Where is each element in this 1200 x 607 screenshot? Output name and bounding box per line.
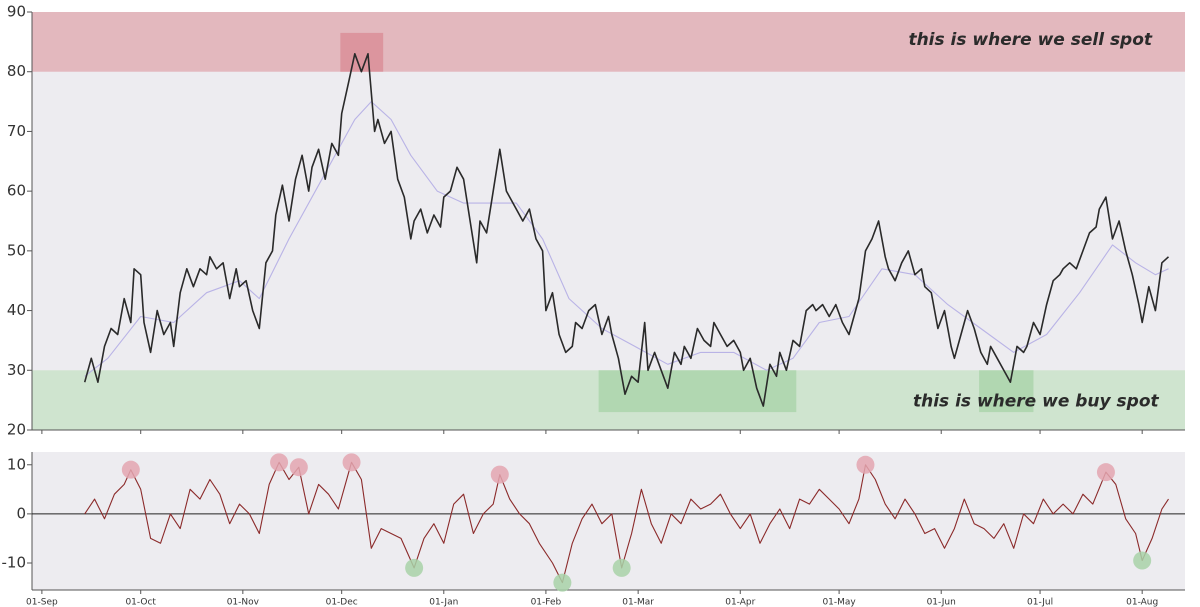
annotation: this is where we sell spot (908, 30, 1152, 50)
highlight-box (598, 370, 797, 413)
x-tick-label: 01-Oct (125, 598, 156, 607)
signal-point (612, 558, 631, 577)
signal-point (342, 453, 361, 472)
y-tick-label: 20 (7, 421, 26, 439)
y-tick-label: 80 (7, 62, 26, 80)
highlight-box (979, 370, 1034, 413)
signal-point (856, 455, 875, 474)
x-tick-label: 01-Feb (531, 598, 562, 607)
y-tick-label: 30 (7, 361, 26, 379)
y-tick-label: 50 (7, 241, 26, 259)
y-tick-label: 10 (7, 455, 26, 473)
x-tick-label: 01-Nov (227, 598, 260, 607)
x-tick-label: 01-Sep (26, 598, 58, 607)
signal-point (1133, 551, 1152, 570)
x-tick-label: 01-Jun (927, 598, 956, 607)
signal-point (553, 573, 572, 592)
x-tick-label: 01-Dec (326, 598, 358, 607)
x-tick-label: 01-Mar (622, 598, 654, 607)
signal-point (490, 465, 509, 484)
plot-background (32, 452, 1185, 590)
y-tick-label: 60 (7, 182, 26, 200)
y-tick-label: 90 (7, 3, 26, 21)
signal-point (289, 458, 308, 477)
x-tick-label: 01-Apr (725, 598, 755, 607)
y-tick-label: 70 (7, 122, 26, 140)
signal-point (121, 460, 140, 479)
y-tick-label: 40 (7, 301, 26, 319)
zone-band (32, 12, 1185, 72)
y-tick-label: 0 (16, 504, 26, 522)
signal-point (270, 453, 289, 472)
annotation: this is where we buy spot (913, 391, 1160, 411)
signal-point (1096, 463, 1115, 482)
plot-background (32, 12, 1185, 430)
data-line (84, 461, 1169, 584)
x-tick-label: 01-Jul (1027, 598, 1053, 607)
x-tick-label: 01-Aug (1126, 598, 1158, 607)
data-line (83, 53, 1170, 407)
highlight-box (340, 32, 384, 72)
signal-point (405, 558, 424, 577)
y-tick-label: -10 (2, 553, 27, 571)
data-line (84, 101, 1169, 377)
x-tick-label: 01-May (822, 598, 856, 607)
x-tick-label: 01-Jan (429, 598, 458, 607)
